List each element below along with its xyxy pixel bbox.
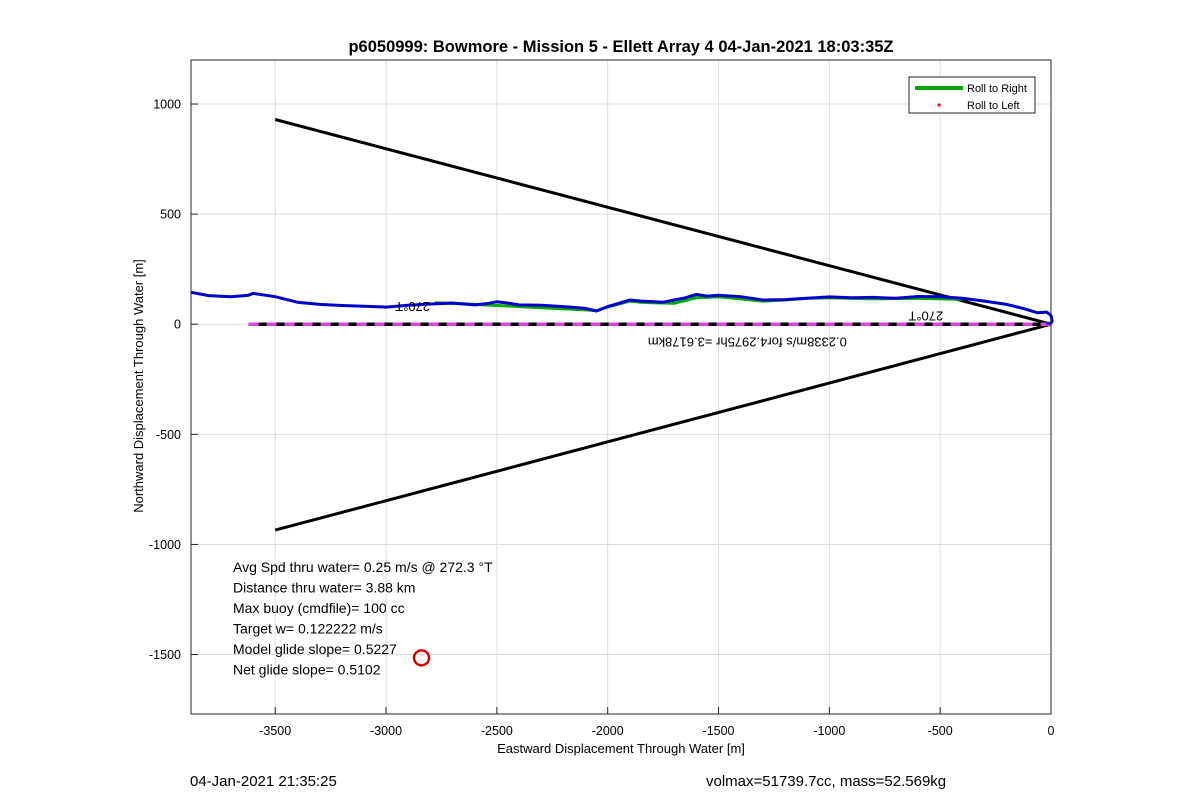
stats-line: Max buoy (cmdfile)= 100 cc: [233, 600, 405, 616]
y-tick-label: 0: [174, 318, 181, 332]
stats-line: Model glide slope= 0.5227: [233, 641, 397, 657]
x-tick-label: -3500: [259, 724, 291, 738]
legend-label: Roll to Left: [967, 100, 1020, 112]
x-tick-label: -2000: [592, 724, 624, 738]
track-line: [190, 290, 1054, 326]
axes-frame: [190, 59, 1052, 715]
stats-line: Net glide slope= 0.5102: [233, 662, 381, 678]
stats-line: Target w= 0.122222 m/s: [233, 621, 383, 637]
footer-timestamp: 04-Jan-2021 21:35:25: [190, 773, 337, 790]
y-tick-label: -1000: [149, 538, 181, 552]
stats-line: Distance thru water= 3.88 km: [233, 580, 415, 596]
legend: Roll to Right Roll to Left: [908, 76, 1036, 114]
legend-box: [908, 76, 1036, 114]
marker-circle: [412, 649, 431, 667]
x-axis-label: Eastward Displacement Through Water [m]: [497, 741, 745, 756]
x-tick-label: -1500: [703, 724, 735, 738]
ticks: -3500 -3000 -2500 -2000 -1500 -1000 -500 0 -1500…: [149, 98, 1055, 738]
footer-vehicle-params: volmax=51739.7cc, mass=52.569kg: [706, 773, 947, 790]
cone-line: [274, 322, 1052, 532]
chart-title: p6050999: Bowmore - Mission 5 - Ellett A…: [348, 38, 893, 56]
x-tick-label: -1000: [813, 724, 845, 738]
data-layer: [190, 118, 1054, 667]
y-tick-label: 500: [160, 208, 181, 222]
x-tick-label: -500: [928, 724, 953, 738]
text-layer: 270°T 270°T 0.2338m/s for4.2975hr =3.6178k…: [233, 299, 943, 677]
y-tick-label: -1500: [149, 648, 181, 662]
y-tick-label: -500: [156, 428, 181, 442]
annotation-label: 270°T: [908, 309, 943, 324]
legend-swatch-dot: [937, 103, 941, 107]
cone-line: [274, 118, 1052, 326]
x-tick-label: -2500: [481, 724, 513, 738]
y-axis-label: Northward Displacement Through Water [m]: [131, 259, 146, 513]
x-tick-label: -3000: [370, 724, 402, 738]
annotation-label: 0.2338m/s for4.2975hr =3.6178km: [648, 335, 847, 350]
annotation-label: 270°T: [395, 299, 430, 314]
x-tick-label: 0: [1048, 724, 1055, 738]
y-tick-label: 1000: [153, 98, 181, 112]
legend-label: Roll to Right: [967, 83, 1027, 95]
stats-line: Avg Spd thru water= 0.25 m/s @ 272.3 °T: [233, 559, 493, 575]
